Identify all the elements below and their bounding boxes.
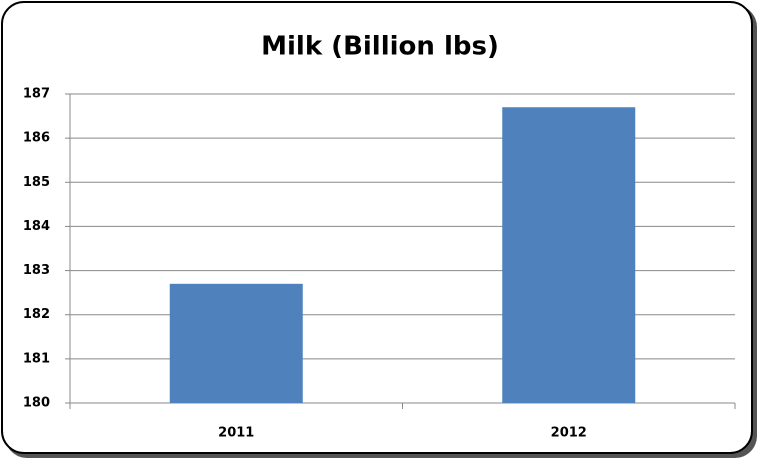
y-tick-label: 180 [23,396,50,411]
y-tick-label: 182 [23,307,50,322]
bar [169,283,303,403]
frame [1,1,753,454]
y-tick-label: 186 [23,131,50,146]
y-tick-label: 187 [23,87,50,102]
y-tick-label: 185 [23,175,50,190]
y-tick-label: 183 [23,263,50,278]
chart-title: Milk (Billion lbs) [261,32,499,62]
bar [502,107,636,403]
y-tick-label: 181 [23,351,50,366]
x-tick-label: 2011 [218,426,254,441]
y-tick-label: 184 [23,219,50,234]
x-tick-label: 2012 [551,426,587,441]
